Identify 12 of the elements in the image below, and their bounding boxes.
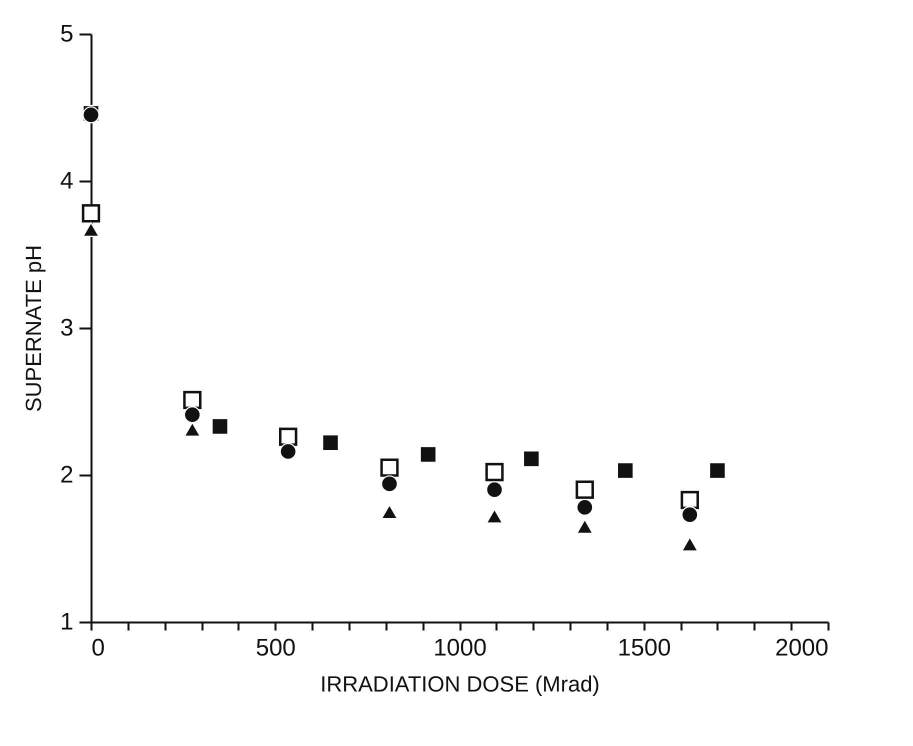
x-tick-label: 0 bbox=[92, 634, 105, 662]
y-tick-label: 1 bbox=[60, 608, 74, 636]
y-axis-title: SUPERNATE pH bbox=[21, 244, 46, 412]
y-tick-label: 4 bbox=[60, 168, 74, 194]
y-tick-label: 3 bbox=[60, 314, 74, 342]
x-tick-label: 2000 bbox=[775, 634, 828, 662]
y-tick-label: 2 bbox=[60, 462, 74, 488]
x-tick-label: 1500 bbox=[618, 634, 671, 662]
x-tick-label: 1000 bbox=[433, 634, 487, 662]
x-axis-title: IRRADIATION DOSE (Mrad) bbox=[320, 672, 600, 696]
x-tick-label: 500 bbox=[256, 634, 296, 662]
y-tick-label: 5 bbox=[60, 20, 74, 48]
